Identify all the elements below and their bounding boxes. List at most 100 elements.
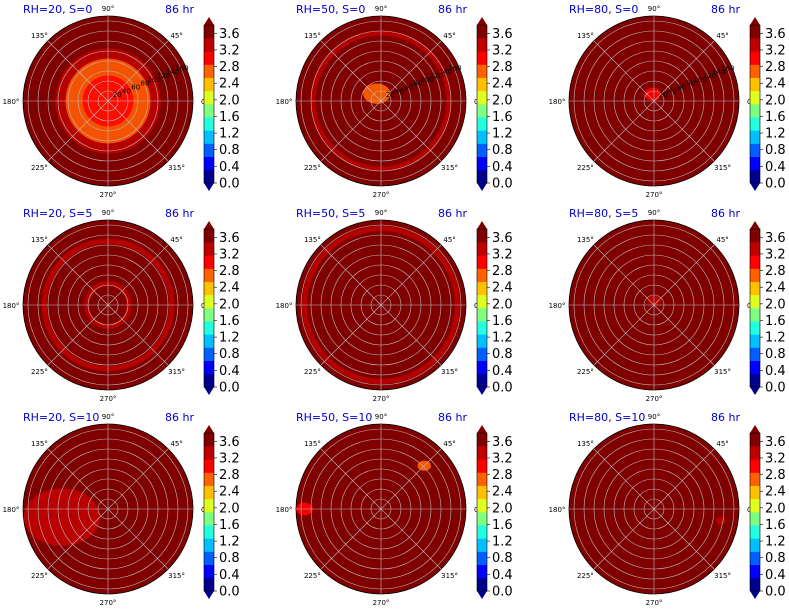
colorbar-segment: [477, 242, 487, 256]
radial-tick-label: 40: [395, 87, 404, 95]
colorbar-segment: [204, 433, 214, 447]
colorbar-tick-label: 2.0: [492, 93, 513, 108]
colorbar-segment: [204, 294, 214, 309]
colorbar-segment: [477, 472, 487, 486]
colorbar-tick-label: 3.2: [765, 247, 786, 262]
colorbar-segment: [204, 308, 214, 322]
colorbar-segment: [750, 143, 760, 157]
colorbar-tick-label: 1.2: [219, 127, 240, 142]
radial-tick-label: 160: [448, 64, 461, 72]
colorbar-segment: [477, 564, 487, 579]
colorbar: 0.0 0.4 0.81.2 1.6 2.02.4 2.8 3.23.6: [749, 425, 786, 600]
colorbar-tick-label: 2.8: [765, 468, 786, 483]
angle-tick-label: 90°: [648, 5, 660, 13]
colorbar-tick-label: 1.6: [492, 110, 513, 125]
colorbar-extend-max: [204, 425, 214, 433]
angle-tick-label: 315°: [168, 164, 185, 172]
colorbar-tick-label: 0.8: [492, 143, 513, 158]
colorbar-tick-label: 1.2: [492, 127, 513, 142]
colorbar-tick-label: 2.0: [492, 297, 513, 312]
colorbar-tick-label: 3.2: [219, 451, 240, 466]
colorbar-tick-label: 3.6: [765, 231, 786, 246]
spoke-line: [320, 100, 382, 162]
colorbar-tick-label: 0.0: [765, 585, 786, 600]
spoke-line: [380, 100, 442, 162]
spoke-line: [593, 244, 655, 306]
colorbar-tick-label: 0.4: [765, 364, 786, 379]
angle-tick-label: 270°: [373, 395, 390, 403]
colorbar-segment: [477, 38, 487, 52]
colorbar-segment: [204, 360, 214, 375]
colorbar-segment: [477, 577, 487, 592]
colorbar-tick-label: 1.6: [492, 518, 513, 533]
spoke-line: [380, 40, 442, 102]
colorbar-tick-label: 0.4: [765, 568, 786, 583]
polar-panel: RH=50, S=586 hr0°45°90°135°180°225°270°3…: [276, 207, 513, 403]
angle-tick-label: 45°: [443, 236, 455, 244]
colorbar-tick-label: 0.4: [492, 568, 513, 583]
angle-tick-label: 90°: [102, 413, 114, 421]
colorbar-segment: [477, 512, 487, 526]
colorbar-tick-label: 1.6: [219, 314, 240, 329]
colorbar-segment: [477, 347, 487, 361]
colorbar: 0.0 0.4 0.81.2 1.6 2.02.4 2.8 3.23.6: [203, 17, 240, 192]
radial-tick-label: 80: [686, 80, 695, 88]
colorbar-segment: [204, 459, 214, 473]
spoke-line: [320, 448, 382, 510]
spoke-line: [380, 244, 442, 306]
angle-tick-label: 315°: [714, 164, 731, 172]
colorbar-segment: [477, 308, 487, 322]
radial-tick-label: 100: [421, 76, 434, 84]
colorbar-extend-max: [750, 425, 760, 433]
colorbar: 0.0 0.4 0.81.2 1.6 2.02.4 2.8 3.23.6: [203, 425, 240, 600]
colorbar-segment: [750, 156, 760, 171]
colorbar-extend-max: [204, 221, 214, 229]
colorbar-segment: [477, 498, 487, 513]
panel-time: 86 hr: [438, 207, 467, 220]
spoke-line: [320, 244, 382, 306]
angle-tick-label: 135°: [304, 236, 321, 244]
spoke-line: [47, 100, 109, 162]
spoke-line: [593, 448, 655, 510]
colorbar-segment: [750, 459, 760, 473]
colorbar-segment: [477, 51, 487, 65]
colorbar-segment: [750, 255, 760, 269]
colorbar-tick-label: 3.6: [765, 435, 786, 450]
colorbar-tick-label: 3.6: [219, 435, 240, 450]
angle-tick-label: 45°: [170, 32, 182, 40]
angle-tick-label: 225°: [31, 572, 48, 580]
angle-tick-label: 225°: [577, 572, 594, 580]
colorbar-segment: [750, 169, 760, 184]
angle-tick-label: 45°: [443, 32, 455, 40]
colorbar-segment: [204, 64, 214, 78]
spoke-line: [47, 508, 109, 570]
polar-panel: RH=80, S=586 hr0°45°90°135°180°225°270°3…: [549, 207, 786, 403]
angle-tick-label: 315°: [714, 368, 731, 376]
panel-title: RH=80, S=5: [569, 207, 638, 220]
spoke-line: [47, 244, 109, 306]
colorbar-tick-label: 2.8: [765, 60, 786, 75]
colorbar-tick-label: 0.0: [765, 381, 786, 396]
radial-tick-label: 20: [386, 91, 395, 99]
colorbar-tick-label: 0.8: [765, 551, 786, 566]
colorbar-extend-max: [477, 221, 487, 229]
colorbar-segment: [477, 294, 487, 309]
colorbar-tick-label: 0.4: [219, 364, 240, 379]
panel-time: 86 hr: [165, 207, 194, 220]
angle-tick-label: 135°: [304, 440, 321, 448]
colorbar-segment: [750, 25, 760, 39]
angle-tick-label: 270°: [646, 191, 663, 199]
panel-title: RH=50, S=5: [296, 207, 365, 220]
colorbar-segment: [204, 538, 214, 552]
colorbar-tick-label: 2.8: [219, 264, 240, 279]
colorbar-segment: [750, 117, 760, 131]
colorbar: 0.0 0.4 0.81.2 1.6 2.02.4 2.8 3.23.6: [476, 221, 513, 396]
colorbar-segment: [477, 64, 487, 78]
colorbar-tick-label: 0.0: [219, 177, 240, 192]
radial-tick-label: 120: [430, 72, 443, 80]
radial-tick-label: 60: [131, 84, 140, 92]
colorbar-tick-label: 0.0: [765, 177, 786, 192]
colorbar-extend-max: [204, 17, 214, 25]
panel-title: RH=20, S=0: [23, 3, 92, 16]
